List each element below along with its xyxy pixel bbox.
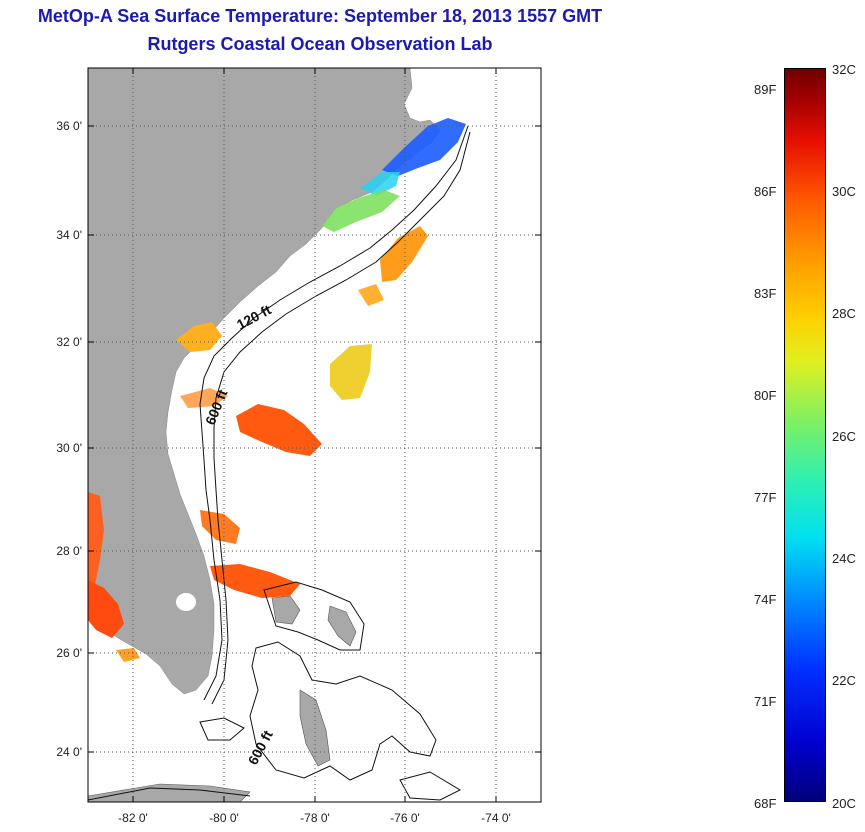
island xyxy=(271,595,301,625)
contour-bahamas xyxy=(199,717,245,741)
colorbar-c-label: 22C xyxy=(832,673,856,688)
temperature-colorbar xyxy=(784,68,826,802)
lat-tick-label: 36 0' xyxy=(56,119,82,133)
sst-patch-orange xyxy=(358,284,384,306)
axis-ticks xyxy=(88,68,541,802)
colorbar-f-label: 89F xyxy=(754,82,777,97)
lat-tick-label: 28 0' xyxy=(56,544,82,558)
lon-tick-label: -80 0' xyxy=(209,811,239,825)
sst-patch-red xyxy=(210,564,300,598)
contour-120ft xyxy=(199,125,469,701)
contour-bahamas xyxy=(249,641,437,781)
lon-tick-label: -82 0' xyxy=(118,811,148,825)
sst-patch-red xyxy=(236,404,322,456)
lat-tick-label: 34 0' xyxy=(56,228,82,242)
lon-tick-label: -74 0' xyxy=(481,811,511,825)
colorbar-f-label: 68F xyxy=(754,796,777,811)
colorbar-f-label: 77F xyxy=(754,490,777,505)
colorbar-c-label: 26C xyxy=(832,429,856,444)
colorbar-c-label: 32C xyxy=(832,62,856,77)
sst-patch-orange xyxy=(176,322,222,352)
contour-bahamas xyxy=(263,581,365,651)
sst-patch-cyan xyxy=(360,172,400,196)
sst-patch-green xyxy=(322,190,400,232)
colorbar-c-label: 28C xyxy=(832,306,856,321)
sst-patch-red xyxy=(88,580,124,638)
colorbar-f-label: 86F xyxy=(754,184,777,199)
lat-tick-label: 24 0' xyxy=(56,745,82,759)
colorbar-c-label: 30C xyxy=(832,184,856,199)
sst-patch-red xyxy=(88,492,104,592)
contour-bahamas xyxy=(399,771,462,801)
colorbar-f-label: 74F xyxy=(754,592,777,607)
colorbar-f-label: 71F xyxy=(754,694,777,709)
contour-south xyxy=(88,787,251,801)
sst-patch-orange xyxy=(116,648,140,662)
colorbar-f-label: 80F xyxy=(754,388,777,403)
sst-patch-yellow xyxy=(330,344,372,400)
lat-tick-label: 32 0' xyxy=(56,335,82,349)
lon-tick-label: -78 0' xyxy=(300,811,330,825)
sst-patch-orange xyxy=(380,226,428,282)
chart-subtitle: Rutgers Coastal Ocean Observation Lab xyxy=(147,34,493,54)
lat-tick-label: 30 0' xyxy=(56,441,82,455)
colorbar-c-label: 20C xyxy=(832,796,856,811)
island xyxy=(327,605,357,647)
chart-title: MetOp-A Sea Surface Temperature: Septemb… xyxy=(37,6,603,26)
colorbar-c-label: 24C xyxy=(832,551,856,566)
colorbar-f-label: 83F xyxy=(754,286,777,301)
sst-patch-cold xyxy=(382,118,466,176)
lon-tick-label: -76 0' xyxy=(390,811,420,825)
lat-tick-label: 26 0' xyxy=(56,646,82,660)
island xyxy=(88,783,251,802)
